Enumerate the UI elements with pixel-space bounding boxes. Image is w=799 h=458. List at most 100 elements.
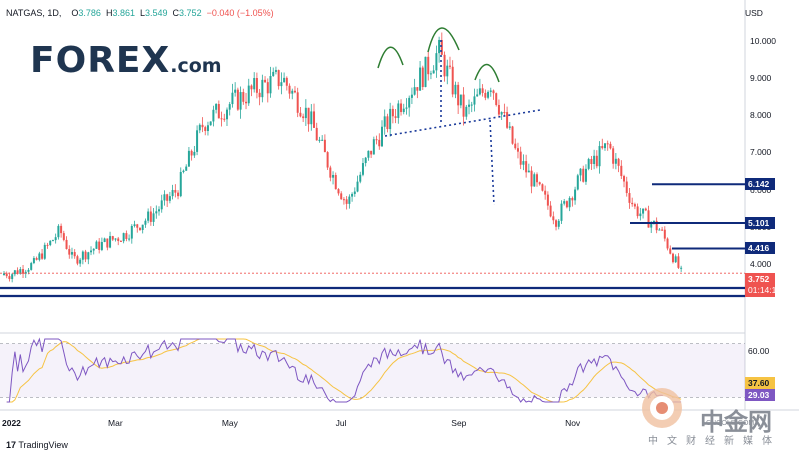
candle-body xyxy=(177,192,180,197)
candle-body xyxy=(612,148,615,164)
candle-body xyxy=(644,208,647,211)
candle-body xyxy=(383,116,386,127)
candle-body xyxy=(432,70,435,74)
candle-body xyxy=(41,253,44,259)
candle-body xyxy=(158,209,161,212)
candle-body xyxy=(478,88,481,95)
candle-body xyxy=(19,269,22,274)
candle-body xyxy=(65,239,68,249)
candle-body xyxy=(182,170,185,172)
candle-body xyxy=(416,87,419,91)
candle-body xyxy=(57,225,60,238)
candle-body xyxy=(73,252,76,257)
candle-body xyxy=(321,139,324,141)
candle-body xyxy=(582,168,585,182)
candle-body xyxy=(402,108,405,113)
candle-body xyxy=(457,84,460,106)
candle-body xyxy=(367,150,370,158)
candle-body xyxy=(536,174,539,183)
candle-body xyxy=(579,168,582,176)
candle-body xyxy=(302,116,305,119)
candle-body xyxy=(49,240,52,246)
symbol-name: NATGAS, 1D, xyxy=(6,8,62,18)
candle-body xyxy=(283,77,286,83)
candle-body xyxy=(661,229,664,231)
candle-body xyxy=(261,79,264,98)
candle-body xyxy=(288,85,291,94)
candle-body xyxy=(389,108,392,130)
head-arc xyxy=(427,27,460,53)
candle-body xyxy=(601,146,604,149)
cngold-logo-icon xyxy=(642,388,682,428)
candle-body xyxy=(631,202,634,205)
candle-body xyxy=(100,241,103,250)
candle-body xyxy=(492,90,495,94)
head-shoulders-pattern xyxy=(377,27,541,206)
candle-body xyxy=(421,67,424,88)
candle-body xyxy=(299,112,302,117)
candle-body xyxy=(274,70,277,72)
candle-body xyxy=(454,84,457,95)
candle-body xyxy=(30,263,33,270)
last-price: 3.752 xyxy=(748,274,770,284)
candle-body xyxy=(68,248,71,255)
candle-body xyxy=(424,56,427,88)
price-tick-label: 10.000 xyxy=(750,35,776,46)
candle-body xyxy=(136,224,139,228)
candle-body xyxy=(514,143,517,149)
candle-body xyxy=(174,189,177,193)
candle-body xyxy=(595,155,598,167)
candle-body xyxy=(408,97,411,108)
candle-body xyxy=(310,111,313,125)
candle-body xyxy=(201,124,204,128)
candle-body xyxy=(435,53,438,71)
candle-body xyxy=(674,256,677,263)
candle-body xyxy=(446,65,449,77)
candle-body xyxy=(253,78,256,90)
candle-body xyxy=(90,250,93,253)
candle-body xyxy=(291,90,294,94)
candle-body xyxy=(429,73,432,75)
candle-body xyxy=(138,227,141,230)
candle-body xyxy=(16,270,19,274)
candle-body xyxy=(323,139,326,153)
candle-body xyxy=(103,238,106,242)
candle-body xyxy=(166,194,169,201)
candle-body xyxy=(247,85,250,104)
tradingview-brand: TradingView xyxy=(18,440,68,450)
candle-body xyxy=(171,189,174,197)
tradingview-logo-icon: 17 xyxy=(6,440,17,450)
currency-label: USD xyxy=(745,8,763,18)
candle-body xyxy=(587,159,590,169)
candle-body xyxy=(111,236,114,240)
candle-body xyxy=(546,194,549,206)
candle-body xyxy=(255,78,258,93)
candle-body xyxy=(372,139,375,155)
candle-body xyxy=(193,151,196,156)
price-tick-label: 7.000 xyxy=(750,147,772,158)
candle-body xyxy=(348,196,351,204)
candle-body xyxy=(487,91,490,98)
candle-body xyxy=(427,56,430,75)
candle-body xyxy=(606,143,609,145)
candle-body xyxy=(576,175,579,190)
candle-body xyxy=(60,225,63,234)
candle-body xyxy=(568,197,571,208)
candle-body xyxy=(272,71,275,77)
candle-body xyxy=(642,208,645,214)
candle-body xyxy=(356,181,359,192)
forex-logo: FOREX.com xyxy=(30,40,222,81)
candle-body xyxy=(130,225,133,239)
candle-body xyxy=(87,252,90,260)
candle-body xyxy=(340,193,343,200)
candle-body xyxy=(258,92,261,98)
candle-body xyxy=(337,189,340,194)
candle-body xyxy=(13,270,16,275)
candle-body xyxy=(628,193,631,203)
candle-body xyxy=(386,116,389,130)
candle-body xyxy=(269,76,272,94)
right-shoulder-arc xyxy=(474,63,500,83)
candle-body xyxy=(234,89,237,93)
candle-body xyxy=(495,93,498,105)
candle-body xyxy=(609,143,612,149)
